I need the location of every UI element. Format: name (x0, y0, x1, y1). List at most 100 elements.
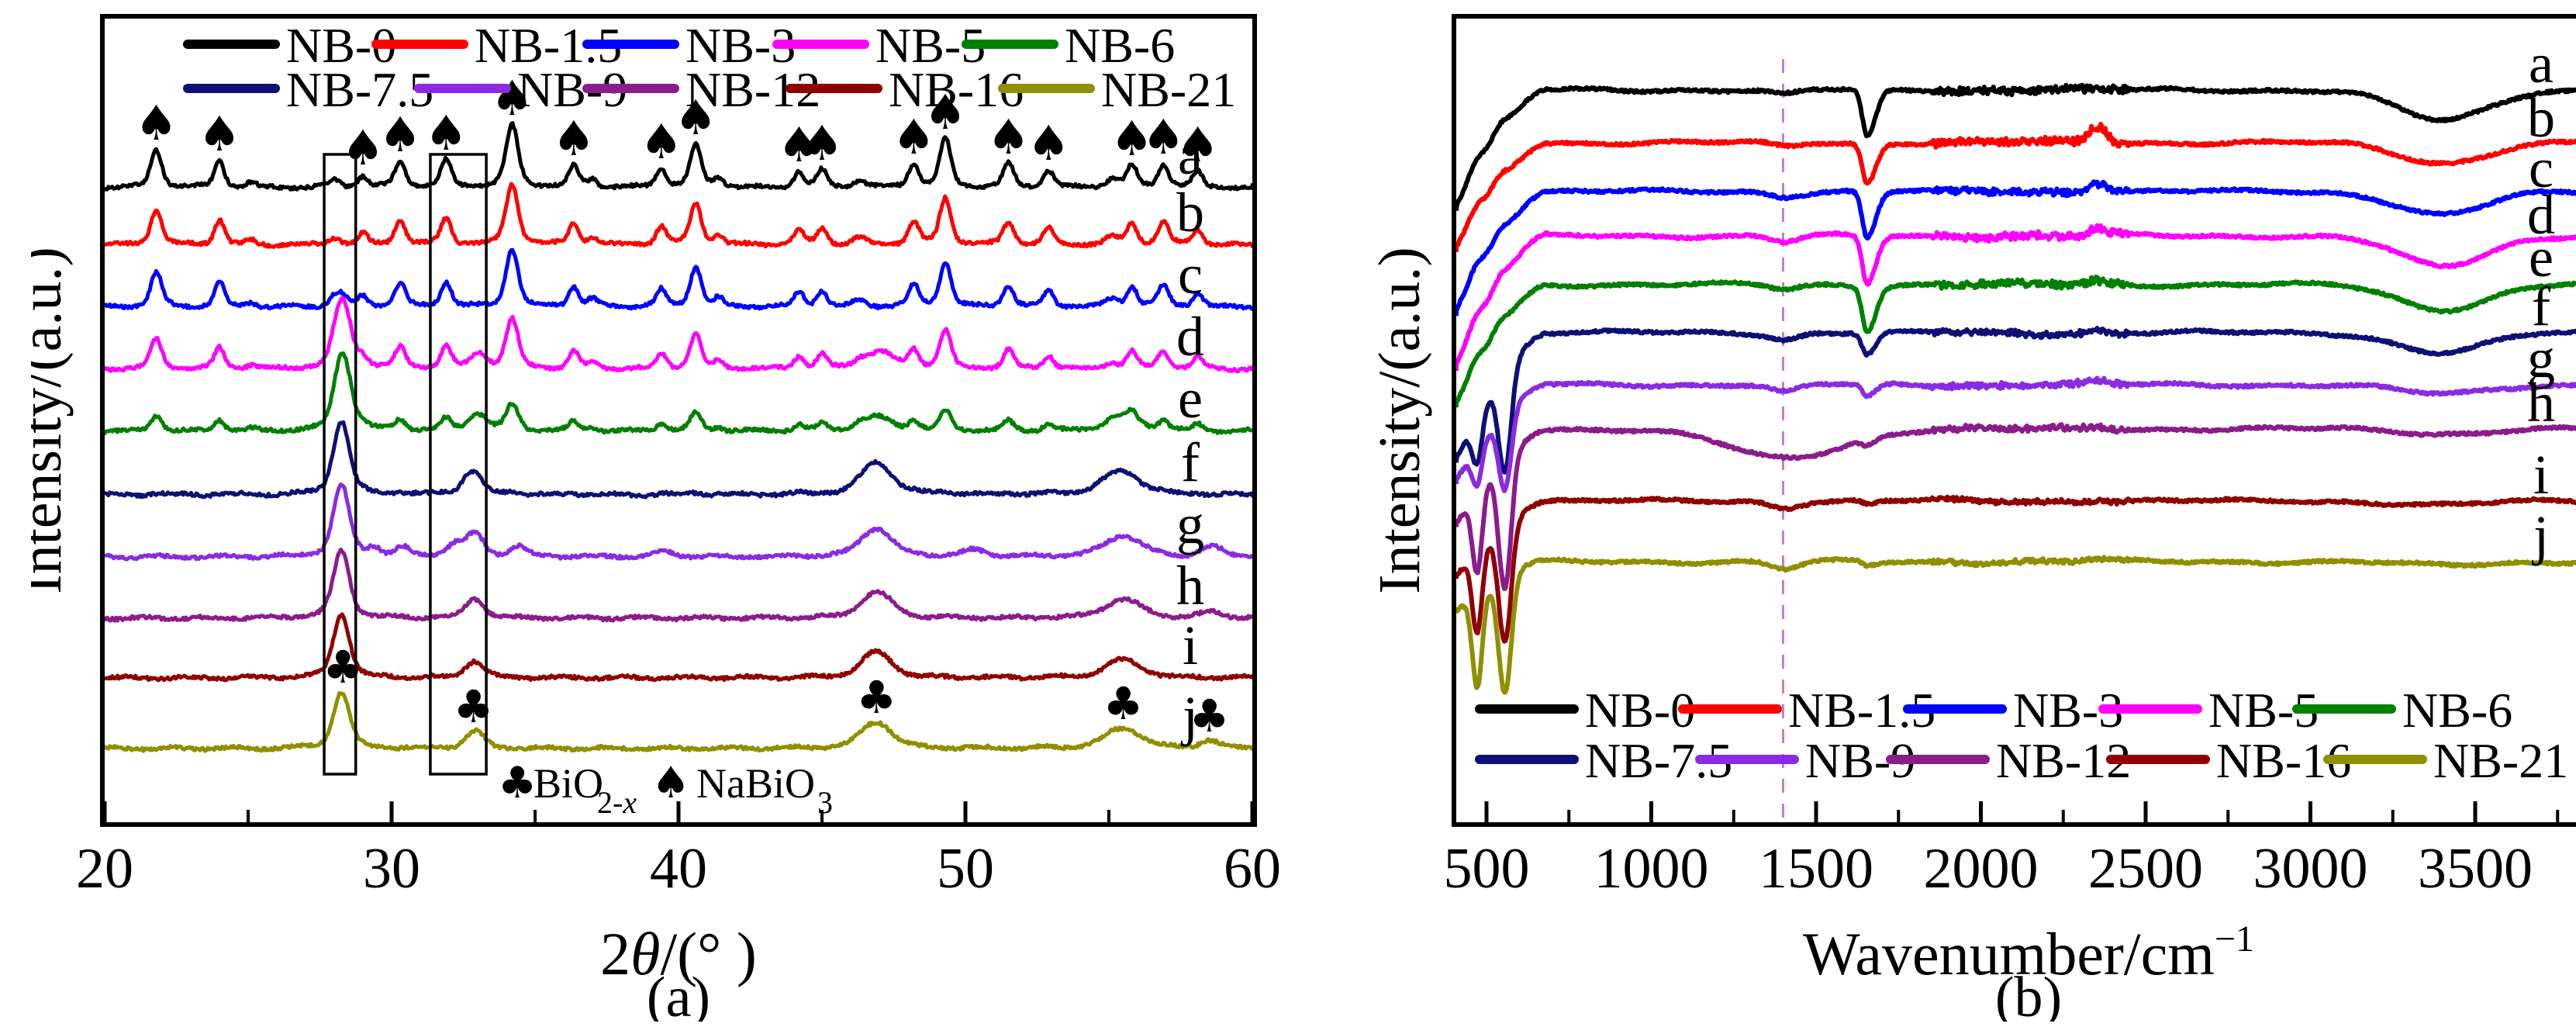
ftir-curve-i (1454, 494, 2576, 644)
highlight-box-2 (429, 153, 488, 776)
x-axis-tick-label: 2000 (1924, 837, 2039, 901)
xrd-curve-g (103, 482, 1255, 562)
legend-label-NB-21: NB-21 (1101, 62, 1236, 117)
curve-label-b-j: j (2531, 504, 2549, 566)
legend-item-b-NB-21: NB-21 (2323, 733, 2568, 788)
ftir-curve-f (1454, 326, 2576, 475)
xrd-curve-c (102, 247, 1255, 311)
phase-label-nabio3: NaBiO (696, 760, 815, 807)
xrd-curve-e (102, 351, 1255, 436)
figure-xrd-ftir: ♠ ♠ ♠ ♠ ♠ ♠ ♠ ♠ ♠ ♠ ♠ ♠ ♠ ♠ ♠ ♠ ♠ ♠ ♣ ♣ ♣ ♣ ♣ a b c d e f g h i j 20 30 40 5… (31, 12, 2576, 1022)
club-icon: ♣ (498, 758, 537, 808)
x-axis-tick-label: 3000 (2253, 837, 2368, 901)
chart-canvas: ♠ ♠ ♠ ♠ ♠ ♠ ♠ ♠ ♠ ♠ ♠ ♠ ♠ ♠ ♠ ♠ ♠ ♠ ♣ ♣ ♣ ♣ ♣ a b c d e f g h i j 20 30 40 5… (31, 12, 2576, 1022)
ftir-curve-a (1454, 82, 2576, 213)
spade-marker: ♠ (135, 95, 178, 151)
curve-label-b-h: h (2527, 372, 2555, 434)
xrd-curve-f (102, 420, 1255, 500)
y-axis-title-b: Intensity/(a.u.) (1367, 247, 1432, 593)
x-axis-tick-label: 1000 (1594, 837, 1709, 901)
curve-label-j: j (1180, 685, 1198, 747)
y-axis-title-a: Intensity/(a.u.) (31, 247, 74, 593)
legend-item-a-NB-21: NB-21 (998, 62, 1236, 117)
legend-item-a-NB-6: NB-6 (962, 18, 1175, 73)
x-axis-tick-label: 50 (937, 837, 994, 901)
x-axis-title-a: 2θ/(° ) (600, 920, 757, 987)
spade-marker: ♠ (640, 113, 683, 170)
xrd-curve-j (102, 691, 1255, 753)
xrd-curve-h (102, 548, 1255, 623)
club-marker: ♣ (1103, 677, 1144, 730)
curve-label-f: f (1181, 431, 1200, 493)
legend-label-NB-0: NB-0 (1585, 683, 1695, 738)
spade-marker: ♠ (1027, 115, 1071, 171)
legend-item-b-NB-0: NB-0 (1475, 683, 1695, 738)
club-marker: ♣ (856, 671, 896, 724)
x-axis-tick-label: 60 (1224, 837, 1281, 901)
highlight-box-1 (323, 153, 357, 776)
legend-label-NB-21: NB-21 (2433, 733, 2568, 788)
legend-label-NB-6: NB-6 (2402, 683, 2512, 738)
curve-label-b-f: f (2532, 275, 2550, 337)
curve-label-d: d (1176, 306, 1204, 368)
curve-label-b-d: d (2527, 184, 2555, 246)
curve-label-b-g: g (2527, 327, 2555, 389)
x-axis-tick-label: 30 (363, 837, 420, 901)
curve-label-b-b: b (2527, 87, 2555, 149)
xrd-curve-d (102, 296, 1255, 374)
spade-marker: ♠ (1142, 109, 1186, 165)
curve-label-b-a: a (2529, 33, 2554, 95)
x-axis-tick-label: 20 (76, 837, 133, 901)
spade-marker: ♠ (893, 109, 936, 165)
x-axis-tick-label: 500 (1444, 837, 1530, 901)
spade-marker: ♠ (198, 105, 241, 162)
curve-label-g: g (1176, 493, 1204, 555)
legend-item-a-NB-7.5: NB-7.5 (183, 62, 433, 117)
phase-sub-3: 3 (817, 785, 833, 820)
ftir-curve-e (1454, 275, 2576, 409)
spade-marker: ♠ (924, 84, 967, 140)
spade-marker: ♠ (800, 115, 844, 171)
ftir-curve-c (1454, 179, 2576, 316)
xrd-curve-a (102, 121, 1255, 192)
club-marker: ♣ (1190, 690, 1230, 742)
ftir-curve-d (1454, 223, 2576, 372)
curve-label-b-c: c (2529, 137, 2554, 199)
spade-marker: ♠ (987, 109, 1031, 165)
spade-marker: ♠ (491, 70, 534, 126)
legend-label-NB-6: NB-6 (1065, 18, 1175, 73)
ftir-plot-border (1452, 14, 2576, 827)
phase-label-bio2x: BiO (534, 760, 603, 807)
xrd-plot-border (100, 14, 1257, 827)
ftir-curve-h (1454, 422, 2576, 591)
legend-item-b-NB-6: NB-6 (2292, 683, 2512, 738)
spade-marker: ♠ (1176, 116, 1220, 173)
spade-marker: ♠ (1110, 110, 1154, 167)
ftir-curve-b (1454, 122, 2576, 252)
phase-sub-2x: 2-x (597, 785, 637, 820)
ftir-curve-j (1454, 555, 2576, 695)
legend-label-NB-7.5: NB-7.5 (286, 62, 433, 117)
spade-marker: ♠ (552, 110, 596, 167)
xrd-curve-i (102, 612, 1255, 683)
curve-label-h: h (1176, 555, 1204, 617)
curve-label-b-e: e (2529, 227, 2554, 289)
x-axis-tick-label: 2500 (2088, 837, 2203, 901)
spade-marker: ♠ (778, 116, 821, 173)
curve-label-a: a (1178, 124, 1203, 186)
spade-icon: ♠ (651, 758, 690, 808)
curve-label-i: i (1183, 614, 1198, 676)
x-axis-title-b: Wavenumber/cm−1 (1803, 918, 2254, 987)
x-axis-tick-label: 40 (650, 837, 707, 901)
panel-letter-a: (a) (647, 966, 710, 1022)
panel-letter-b: (b) (1995, 966, 2062, 1022)
xrd-curve-b (102, 182, 1255, 249)
curve-label-b: b (1176, 182, 1204, 244)
x-axis-tick-label: 1500 (1759, 837, 1873, 901)
ftir-curve-g (1454, 375, 2576, 493)
spade-marker: ♠ (378, 106, 422, 163)
